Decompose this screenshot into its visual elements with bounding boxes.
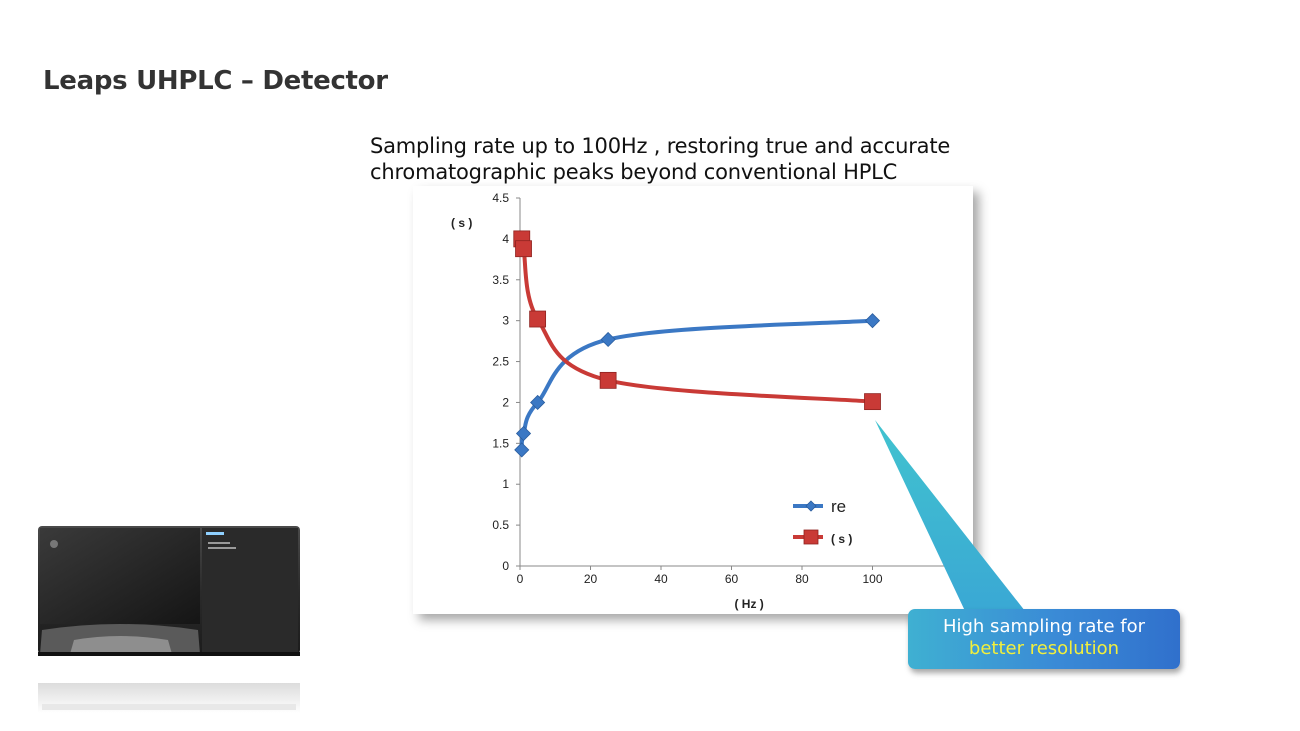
x-tick-label: 60 (725, 572, 739, 586)
x-tick-label: 100 (862, 572, 882, 586)
y-tick-label: 2.5 (492, 355, 509, 369)
y-tick-label: 1.5 (492, 436, 509, 450)
data-point-s (529, 310, 547, 328)
y-tick-label: 3.5 (492, 273, 509, 287)
data-point-re (515, 425, 532, 442)
slide-subtitle: Sampling rate up to 100Hz , restoring tr… (370, 133, 1010, 185)
slide-title: Leaps UHPLC – Detector (43, 66, 388, 96)
legend-marker (803, 529, 819, 545)
x-tick-label: 0 (517, 572, 524, 586)
data-point-s (599, 371, 617, 389)
legend-label: re (831, 497, 846, 516)
callout-box: High sampling rate for better resolution (908, 609, 1180, 669)
y-tick-label: 1 (502, 477, 509, 491)
y-tick-label: 4.5 (492, 191, 509, 205)
data-point-re (530, 394, 546, 411)
legend-label: ( s ) (831, 532, 852, 546)
x-tick-label: 80 (795, 572, 809, 586)
y-tick-label: 0 (502, 559, 509, 573)
subtitle-line-1: Sampling rate up to 100Hz , restoring tr… (370, 134, 951, 158)
series-line-re (519, 318, 875, 452)
y-tick-label: 4 (502, 232, 509, 246)
y-tick-label: 2 (502, 395, 509, 409)
chart-panel: 0 0.5 1 1.5 2 2.5 3 3.5 4 4.5 0 20 40 60 80 100 ( s ) ( H… (413, 186, 973, 614)
data-point-s (864, 393, 881, 411)
y-axis-label: ( s ) (451, 216, 472, 230)
callout-line-2: better resolution (968, 638, 1120, 659)
x-tick-label: 20 (584, 572, 598, 586)
data-point-s (515, 240, 532, 258)
series-line-s (519, 236, 875, 404)
data-point-re (514, 442, 530, 458)
callout-line-1: High sampling rate for (942, 616, 1146, 637)
x-tick-label: 40 (654, 572, 668, 586)
subtitle-line-2: chromatographic peaks beyond conventiona… (370, 160, 898, 184)
legend-marker (805, 500, 817, 512)
data-point-re (864, 313, 881, 329)
detector-instrument-image (38, 526, 300, 713)
x-axis-label: ( Hz ) (734, 597, 763, 611)
y-tick-label: 3 (502, 314, 509, 328)
y-tick-label: 0.5 (492, 518, 509, 532)
chart: 0 0.5 1 1.5 2 2.5 3 3.5 4 4.5 0 20 40 60 80 100 ( s ) ( H… (451, 191, 953, 611)
data-point-re (600, 331, 616, 348)
